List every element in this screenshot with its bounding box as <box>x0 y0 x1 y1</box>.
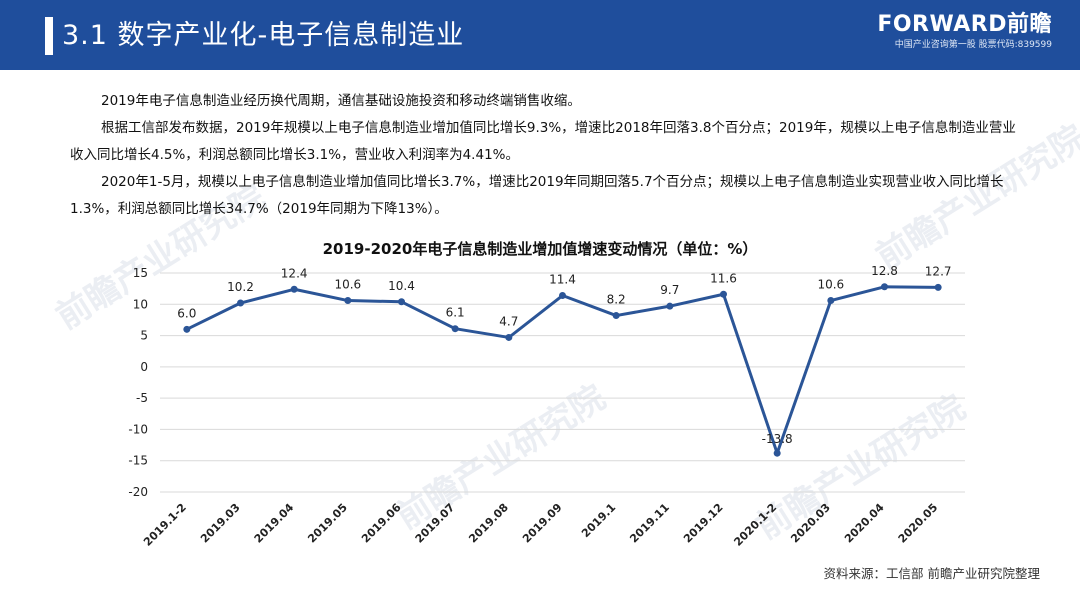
data-label: 12.4 <box>281 266 308 280</box>
x-tick-label: 2019.08 <box>466 501 511 546</box>
brand-logo: FORWARD前瞻 中国产业咨询第一股 股票代码:839599 <box>862 12 1052 58</box>
data-point <box>666 302 674 310</box>
header-banner: 3.1 数字产业化-电子信息制造业 FORWARD前瞻 中国产业咨询第一股 股票… <box>0 0 1080 70</box>
data-label: 10.6 <box>334 278 361 292</box>
y-tick-label: -15 <box>128 454 148 468</box>
x-tick-label: 2020.03 <box>788 501 833 546</box>
y-tick-label: 0 <box>140 360 148 374</box>
data-point <box>398 298 405 306</box>
y-tick-label: -5 <box>136 391 148 405</box>
source-note: 资料来源：工信部 前瞻产业研究院整理 <box>823 566 1040 581</box>
data-point <box>881 283 888 291</box>
data-label: -13.8 <box>762 432 793 446</box>
data-label: 6.0 <box>177 306 196 320</box>
data-label: 12.8 <box>871 264 898 278</box>
data-label: 11.4 <box>549 273 576 287</box>
data-point <box>451 325 459 333</box>
x-tick-label: 2019.1 <box>579 501 618 540</box>
data-label: 9.7 <box>660 283 679 297</box>
x-tick-label: 2019.09 <box>520 501 565 546</box>
x-tick-label: 2019.12 <box>681 501 726 546</box>
paragraph: 根据工信部发布数据，2019年规模以上电子信息制造业增加值同比增长9.3%，增速… <box>70 120 1016 163</box>
x-tick-label: 2019.07 <box>413 501 458 546</box>
y-tick-label: 15 <box>133 266 148 280</box>
data-label: 6.1 <box>446 306 465 320</box>
x-tick-label: 2019.06 <box>359 501 404 546</box>
data-point <box>290 285 298 293</box>
data-point <box>827 297 835 305</box>
data-point <box>237 299 244 307</box>
y-tick-label: 5 <box>140 329 148 343</box>
x-tick-label: 2019.05 <box>305 501 350 546</box>
paragraph: 2019年电子信息制造业经历换代周期，通信基础设施投资和移动终端销售收缩。 <box>101 93 581 109</box>
data-point <box>934 283 942 291</box>
y-tick-label: -20 <box>128 485 148 499</box>
data-point <box>183 325 191 333</box>
x-tick-label: 2019.03 <box>198 501 243 546</box>
data-label: 11.6 <box>710 271 737 285</box>
header-accent-bar <box>45 17 53 55</box>
data-label: 10.6 <box>817 278 844 292</box>
body-text: 2019年电子信息制造业经历换代周期，通信基础设施投资和移动终端销售收缩。 根据… <box>70 88 1020 223</box>
data-label: 8.2 <box>607 293 626 307</box>
data-label: 12.7 <box>925 264 952 278</box>
data-label: 10.4 <box>388 279 415 293</box>
page-title: 3.1 数字产业化-电子信息制造业 <box>62 20 465 51</box>
y-tick-label: -10 <box>128 422 148 436</box>
x-tick-label: 2020.1-2 <box>731 501 779 549</box>
data-point <box>344 297 352 305</box>
x-tick-label: 2020.04 <box>842 501 887 546</box>
x-tick-label: 2019.11 <box>627 501 672 546</box>
data-point <box>773 449 781 457</box>
x-tick-label: 2019.04 <box>252 501 297 546</box>
y-tick-label: 10 <box>133 297 148 311</box>
data-point <box>559 292 566 300</box>
data-point <box>505 333 513 341</box>
series-line <box>186 285 939 455</box>
x-tick-label: 2019.1-2 <box>141 501 189 549</box>
chart-title: 2019-2020年电子信息制造业增加值增速变动情况（单位：%） <box>322 240 758 258</box>
data-label: 4.7 <box>499 314 518 328</box>
logo-sub-text: 中国产业咨询第一股 股票代码:839599 <box>894 40 1052 50</box>
paragraph: 2020年1-5月，规模以上电子信息制造业增加值同比增长3.7%，增速比2019… <box>70 174 1004 217</box>
logo-main-text: FORWARD前瞻 <box>877 12 1052 37</box>
data-label: 10.2 <box>227 280 254 294</box>
data-point <box>612 312 620 320</box>
x-tick-label: 2020.05 <box>896 501 941 546</box>
data-point <box>720 290 727 298</box>
